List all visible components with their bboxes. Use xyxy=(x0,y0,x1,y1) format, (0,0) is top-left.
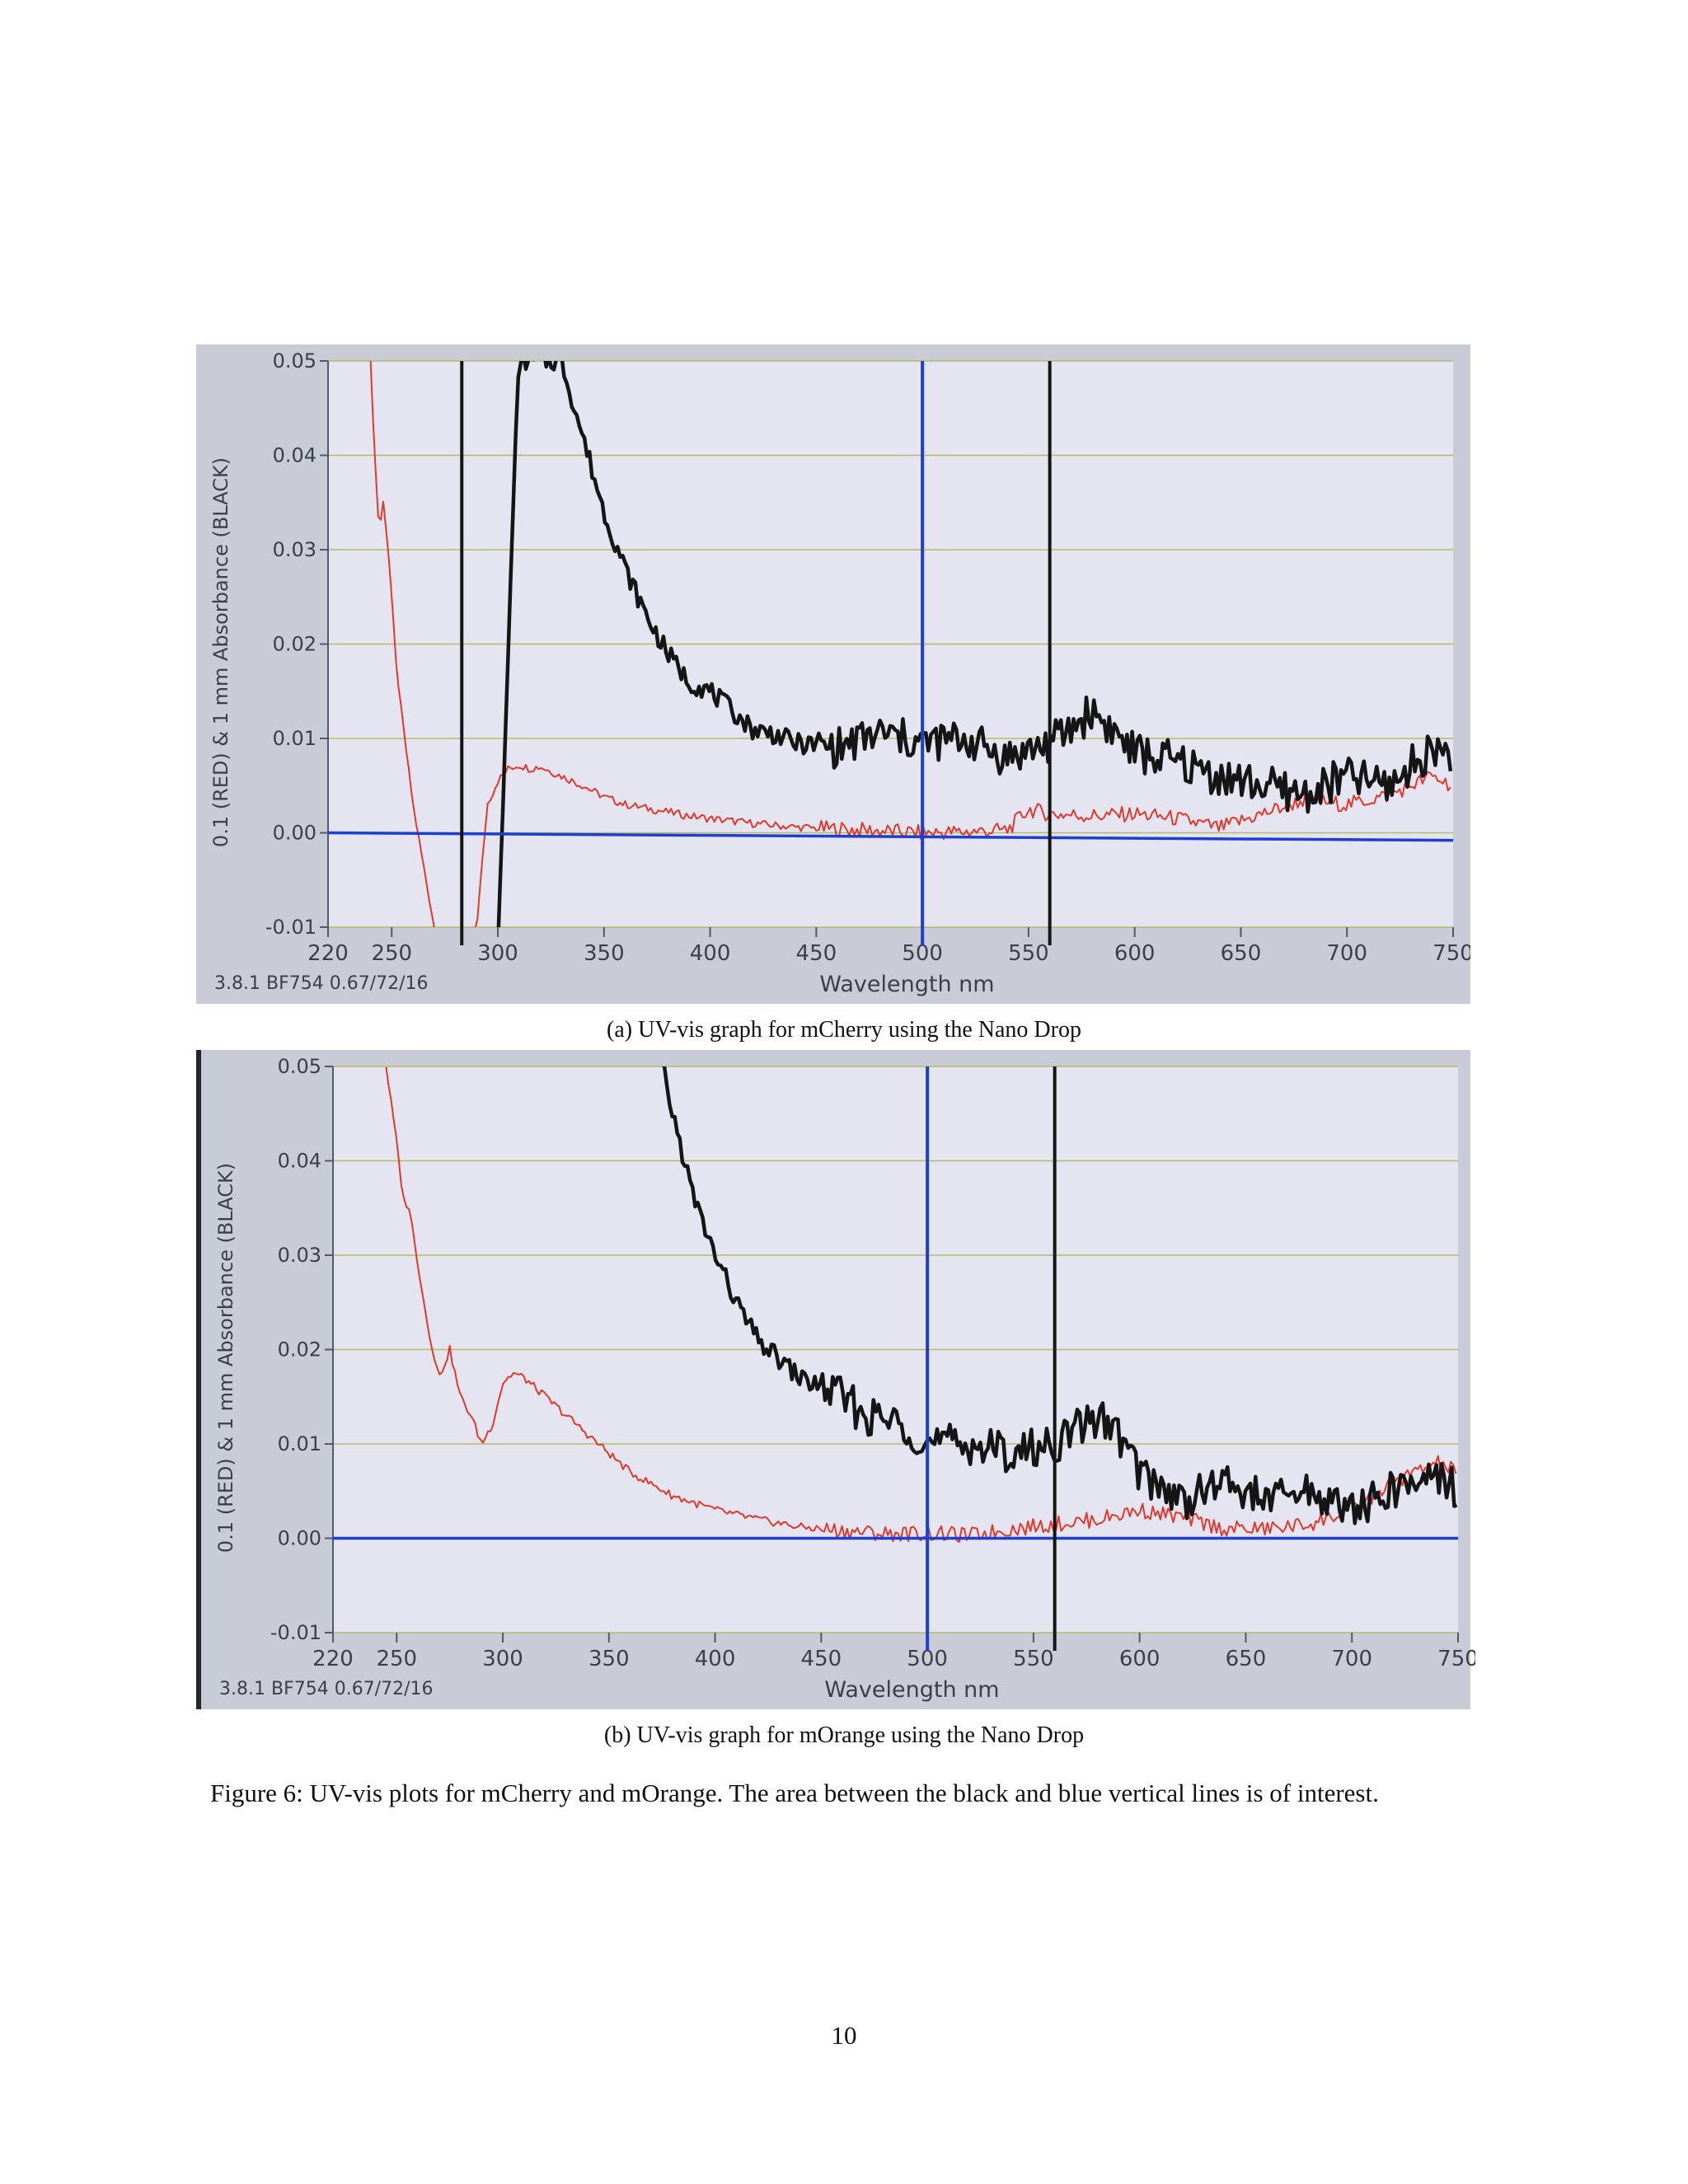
y-tick-label: 0.00 xyxy=(273,822,316,845)
x-tick-label: 250 xyxy=(376,1647,417,1671)
x-tick-label: 600 xyxy=(1119,1647,1160,1671)
y-tick-label: -0.01 xyxy=(270,1621,321,1644)
subcaption-b: (b) UV-vis graph for mOrange using the N… xyxy=(603,1722,1085,1748)
chart-photo-b: 0.05 0.04 0.03 0.02 0.01 0.00 -0.01 220 250 300 35… xyxy=(196,1050,1475,1709)
x-axis-label: Wavelength nm xyxy=(824,1677,999,1703)
x-tick-label: 550 xyxy=(1008,941,1049,966)
y-tick-label: -0.01 xyxy=(265,916,316,939)
x-tick-label: 250 xyxy=(371,941,412,966)
x-tick-label: 450 xyxy=(796,941,837,966)
x-tick-label: 600 xyxy=(1114,941,1156,966)
x-tick-label: 300 xyxy=(477,941,518,966)
chart-photo-a: 0.05 0.04 0.03 0.02 0.01 0.00 -0.01 220 250 300 35… xyxy=(196,344,1470,1004)
x-tick-label: 650 xyxy=(1226,1647,1267,1671)
x-tick-label: 350 xyxy=(584,941,625,966)
y-tick-label: 0.00 xyxy=(278,1527,321,1550)
subcaption-a: (a) UV-vis graph for mCherry using the N… xyxy=(607,1017,1081,1043)
y-tick-label: 0.03 xyxy=(273,538,316,561)
y-tick-label: 0.04 xyxy=(278,1150,321,1173)
x-tick-label: 220 xyxy=(307,941,349,966)
x-tick-label: 350 xyxy=(588,1647,630,1671)
y-tick-label: 0.02 xyxy=(278,1338,321,1361)
x-axis-label: Wavelength nm xyxy=(819,972,994,997)
series-red xyxy=(369,361,1451,927)
page-number: 10 xyxy=(831,2021,857,2050)
x-tick-label: 550 xyxy=(1013,1647,1054,1671)
series-red xyxy=(385,1066,1457,1544)
x-tick-label: 750 xyxy=(1432,941,1470,966)
figure-caption: Figure 6: UV-vis plots for mCherry and m… xyxy=(210,1779,1379,1807)
y-tick-label: 0.04 xyxy=(273,444,316,467)
y-tick-label: 0.05 xyxy=(278,1055,321,1078)
y-axis-label: 0.1 (RED) & 1 mm Absorbance (BLACK) xyxy=(209,457,232,847)
x-tick-label: 700 xyxy=(1326,941,1367,966)
y-tick-label: 0.03 xyxy=(278,1244,321,1267)
x-tick-label: 450 xyxy=(801,1647,842,1671)
instrument-footer: 3.8.1 BF754 0.67/72/16 xyxy=(214,973,429,994)
y-tick-label: 0.05 xyxy=(273,349,316,373)
x-tick-label: 750 xyxy=(1437,1647,1475,1671)
y-tick-label: 0.01 xyxy=(278,1432,321,1455)
x-tick-label: 400 xyxy=(695,1647,736,1671)
y-axis-label: 0.1 (RED) & 1 mm Absorbance (BLACK) xyxy=(214,1163,237,1553)
series-black xyxy=(496,361,1453,927)
x-tick-label: 650 xyxy=(1221,941,1262,966)
chart-b: 0.05 0.04 0.03 0.02 0.01 0.00 -0.01 220 250 300 35… xyxy=(214,1055,1475,1703)
series-blue-baseline xyxy=(328,831,1453,842)
y-tick-label: 0.01 xyxy=(273,727,316,750)
instrument-footer: 3.8.1 BF754 0.67/72/16 xyxy=(219,1679,434,1699)
x-tick-label: 300 xyxy=(482,1647,523,1671)
x-tick-label: 700 xyxy=(1331,1647,1372,1671)
y-tick-label: 0.02 xyxy=(273,633,316,656)
series-black xyxy=(662,1066,1458,1526)
x-tick-label: 400 xyxy=(690,941,731,966)
x-tick-label: 220 xyxy=(312,1647,354,1671)
